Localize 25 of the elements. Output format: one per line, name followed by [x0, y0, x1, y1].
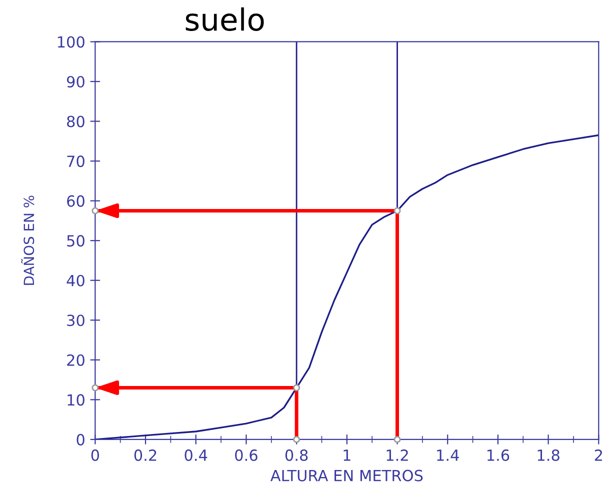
x-tick-label: 0.4 [184, 449, 208, 461]
x-tick-label: 2 [594, 449, 602, 461]
y-tick-label: 0 [76, 434, 84, 446]
x-tick-label: 0.2 [134, 449, 156, 461]
y-tick-label: 20 [67, 354, 84, 366]
y-tick-label: 100 [58, 36, 84, 48]
x-axis-title: ALTURA EN METROS [270, 470, 423, 482]
y-tick-label: 70 [67, 156, 84, 168]
x-tick-label: 0 [91, 449, 100, 461]
y-tick-label: 40 [66, 274, 84, 286]
x-tick-label: 1 [344, 450, 350, 461]
x-tick-label: 0.6 [235, 449, 258, 461]
x-tick-label: 0.8 [285, 449, 308, 461]
y-tick-label: 60 [67, 195, 84, 207]
y-tick-label: 10 [68, 394, 84, 406]
x-tick-label: 1.2 [386, 449, 408, 461]
x-tick-label: 1.6 [487, 449, 510, 461]
chart-title: suelo [186, 7, 264, 32]
x-tick-label: 1.4 [437, 450, 459, 461]
y-axis-title: DAÑOS EN % [21, 196, 34, 285]
y-tick-label: 90 [66, 76, 84, 88]
y-tick-label: 30 [67, 314, 84, 326]
x-tick-label: 1.8 [538, 449, 560, 461]
y-tick-label: 80 [67, 116, 84, 128]
y-tick-label: 50 [67, 235, 84, 247]
